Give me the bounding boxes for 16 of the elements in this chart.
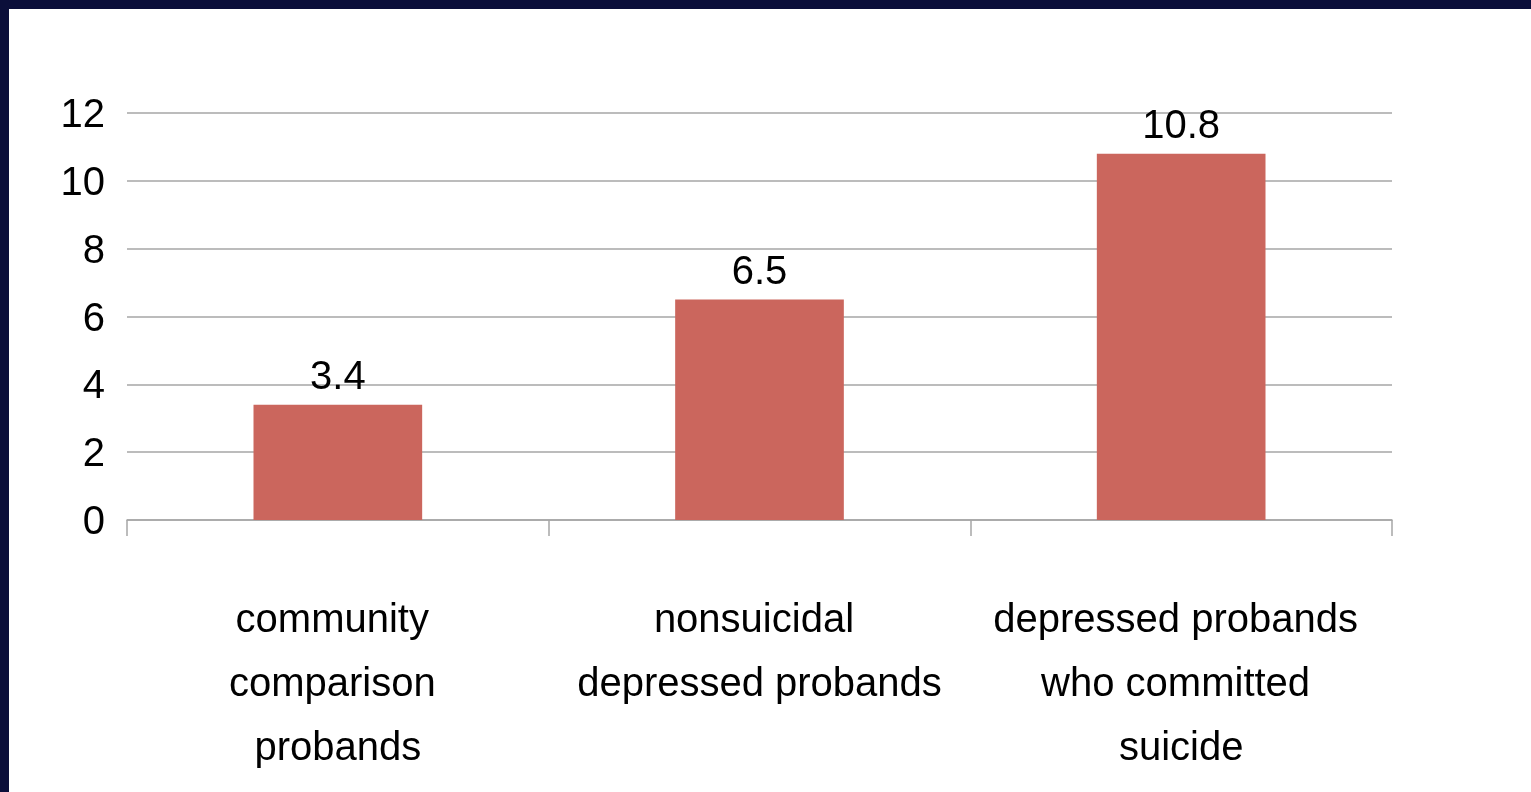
- bar: [253, 404, 423, 520]
- y-tick-label: 12: [60, 91, 105, 135]
- y-tick-label: 0: [82, 498, 105, 542]
- y-tick-label: 10: [60, 158, 105, 203]
- y-tick-label: 2: [82, 430, 105, 475]
- x-tick-label: depressed probands who committed suicide: [993, 596, 1370, 768]
- data-label: 10.8: [1142, 101, 1221, 146]
- y-tick-label: 8: [82, 226, 105, 271]
- bar: [1096, 153, 1266, 520]
- x-tick-label: community comparison probands: [228, 596, 447, 768]
- y-tick-label: 6: [82, 294, 105, 339]
- y-tick-label: 4: [82, 362, 105, 407]
- bar: [675, 299, 844, 520]
- data-label: 3.4: [310, 352, 366, 397]
- data-label: 6.5: [731, 247, 788, 292]
- x-tick-label: nonsuicidal depressed probands: [577, 596, 942, 704]
